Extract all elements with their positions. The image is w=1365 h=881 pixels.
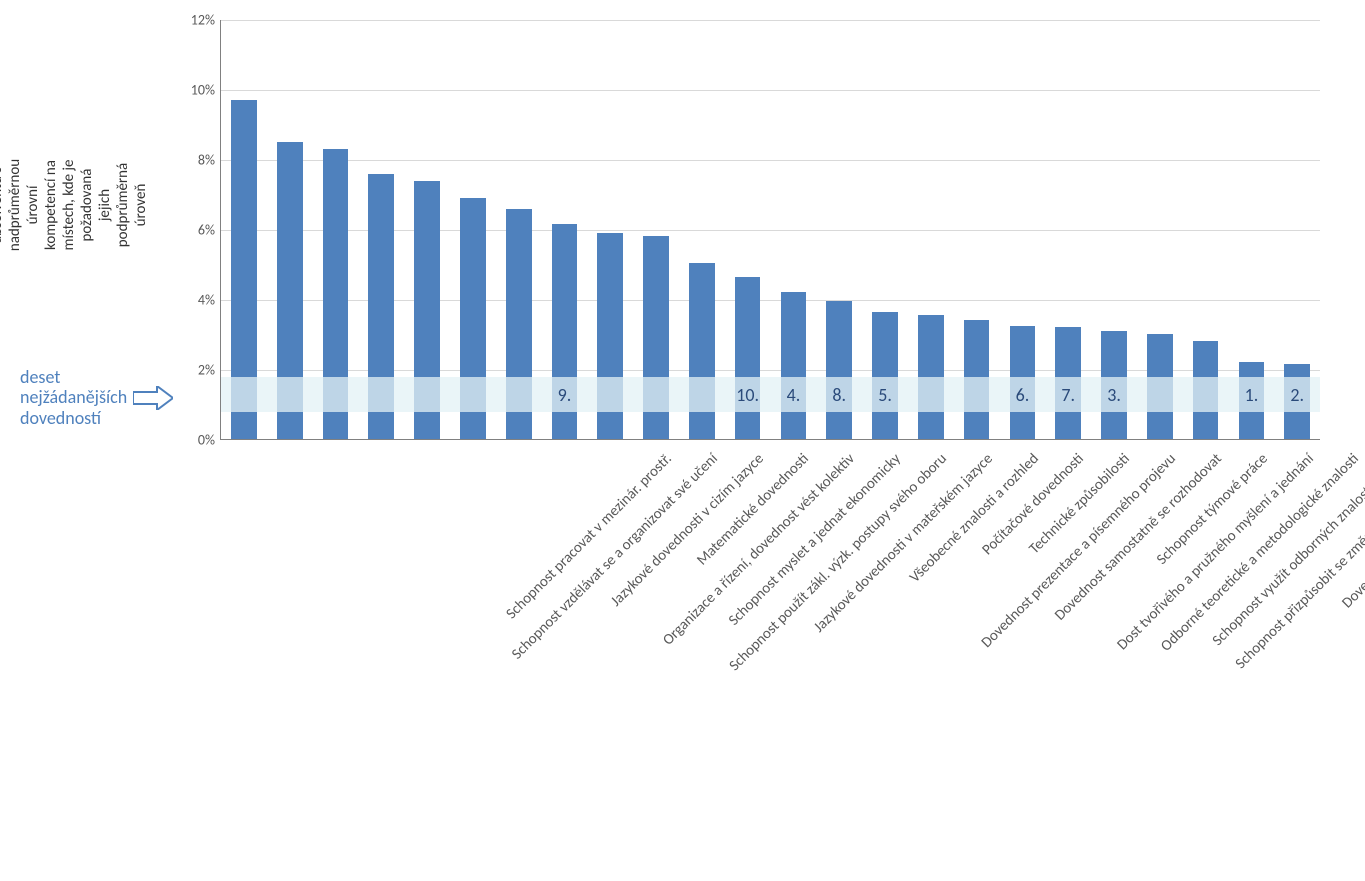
y-tick: 10% — [180, 82, 215, 99]
y-tick: 6% — [180, 222, 215, 239]
bar — [1010, 326, 1036, 439]
bar-slot — [221, 20, 267, 439]
bar-slot — [771, 20, 817, 439]
bar — [964, 320, 990, 439]
bar — [1147, 334, 1173, 439]
bar-slot — [450, 20, 496, 439]
bar — [781, 292, 807, 439]
bar-slot — [862, 20, 908, 439]
bar — [1284, 364, 1310, 439]
bar-slot — [1000, 20, 1046, 439]
bar — [872, 312, 898, 439]
bar-slot — [725, 20, 771, 439]
chart-container: podíl absolventů s nadprůměrnou úrovní k… — [20, 20, 1345, 861]
bar-slot — [1229, 20, 1275, 439]
bar — [1193, 341, 1219, 439]
plot-area: 9.10.4.8.5.6.7.3.1.2. — [220, 20, 1320, 440]
bar-slot — [313, 20, 359, 439]
bar-slot — [1274, 20, 1320, 439]
bar — [689, 263, 715, 439]
bar — [506, 209, 532, 439]
bar-slot — [358, 20, 404, 439]
bar — [460, 198, 486, 439]
bar-slot — [587, 20, 633, 439]
bar-slot — [816, 20, 862, 439]
bar — [552, 224, 578, 439]
bar — [643, 236, 669, 439]
bar-slot — [1137, 20, 1183, 439]
bar — [826, 301, 852, 439]
y-tick: 4% — [180, 292, 215, 309]
bar — [323, 149, 349, 439]
bar-slot — [404, 20, 450, 439]
bar-slot — [496, 20, 542, 439]
bar — [1239, 362, 1265, 439]
bar-slot — [633, 20, 679, 439]
bar-slot — [1045, 20, 1091, 439]
bar-slot — [908, 20, 954, 439]
y-axis-label: podíl absolventů s nadprůměrnou úrovní k… — [0, 175, 190, 235]
bar-slot — [954, 20, 1000, 439]
bar-slot — [542, 20, 588, 439]
arrow-right-icon — [133, 386, 173, 410]
bar-slot — [267, 20, 313, 439]
y-axis-label-text: podíl absolventů s nadprůměrnou úrovní k… — [0, 159, 150, 251]
bar-slot — [1183, 20, 1229, 439]
bar — [1055, 327, 1081, 439]
bar — [597, 233, 623, 439]
bar — [277, 142, 303, 439]
bar-slot — [1091, 20, 1137, 439]
bar — [231, 100, 257, 439]
band-label-text: desetnejžádanějšíchdovedností — [20, 367, 127, 429]
bar — [1101, 331, 1127, 439]
bar — [735, 277, 761, 439]
band-label-wrap: desetnejžádanějšíchdovedností — [20, 367, 220, 429]
y-tick: 8% — [180, 152, 215, 169]
bar — [414, 181, 440, 439]
bars — [221, 20, 1320, 439]
bar — [918, 315, 944, 439]
y-tick: 0% — [180, 432, 215, 449]
y-tick: 12% — [180, 12, 215, 29]
bar — [368, 174, 394, 439]
bar-slot — [679, 20, 725, 439]
